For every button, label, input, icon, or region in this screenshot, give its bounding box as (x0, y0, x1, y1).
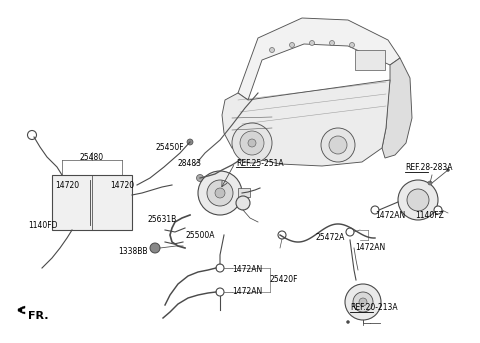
Text: 25480: 25480 (80, 154, 104, 163)
Text: 1140FZ: 1140FZ (415, 211, 444, 220)
Circle shape (346, 228, 354, 236)
Circle shape (359, 298, 367, 306)
Circle shape (27, 130, 36, 140)
Circle shape (289, 43, 295, 47)
Circle shape (428, 181, 432, 185)
Circle shape (329, 40, 335, 46)
Text: 1472AN: 1472AN (232, 287, 262, 296)
Text: REF.20-213A: REF.20-213A (350, 304, 397, 312)
Text: 1140FD: 1140FD (28, 222, 58, 230)
Text: 1472AN: 1472AN (355, 244, 385, 252)
Polygon shape (18, 306, 25, 314)
Circle shape (232, 123, 272, 163)
Polygon shape (238, 18, 400, 100)
Circle shape (434, 206, 442, 214)
Circle shape (278, 231, 286, 239)
Circle shape (446, 168, 449, 172)
Circle shape (216, 288, 224, 296)
Circle shape (353, 292, 373, 312)
Text: 1338BB: 1338BB (118, 247, 147, 256)
Circle shape (321, 128, 355, 162)
Circle shape (196, 175, 204, 181)
Circle shape (269, 47, 275, 52)
Text: FR.: FR. (28, 311, 48, 321)
Circle shape (198, 171, 242, 215)
Circle shape (215, 188, 225, 198)
Circle shape (407, 189, 429, 211)
Text: 25500A: 25500A (185, 232, 215, 240)
Circle shape (207, 180, 233, 206)
Text: 14720: 14720 (55, 180, 79, 189)
Circle shape (398, 180, 438, 220)
Text: 28483: 28483 (177, 158, 201, 167)
Circle shape (236, 196, 250, 210)
Bar (355, 50, 385, 70)
Circle shape (371, 206, 379, 214)
Bar (52, 175, 132, 230)
Text: 1472AN: 1472AN (232, 265, 262, 274)
Circle shape (150, 243, 160, 253)
Text: 14720: 14720 (110, 180, 134, 189)
Circle shape (349, 43, 355, 47)
Polygon shape (382, 58, 412, 158)
Text: 25631B: 25631B (148, 215, 177, 225)
Circle shape (347, 320, 349, 323)
Text: REF.28-283A: REF.28-283A (405, 164, 453, 173)
Circle shape (310, 40, 314, 46)
Text: 25420F: 25420F (270, 275, 299, 284)
Circle shape (240, 131, 264, 155)
Bar (238, 188, 250, 197)
Circle shape (187, 139, 193, 145)
Circle shape (248, 139, 256, 147)
Circle shape (216, 264, 224, 272)
Text: 1472AN: 1472AN (375, 211, 405, 220)
Text: REF.25-251A: REF.25-251A (236, 158, 284, 167)
Circle shape (345, 284, 381, 320)
Text: 25472A: 25472A (316, 234, 346, 243)
Polygon shape (222, 80, 390, 166)
Circle shape (329, 136, 347, 154)
Text: 25450F: 25450F (155, 143, 184, 153)
